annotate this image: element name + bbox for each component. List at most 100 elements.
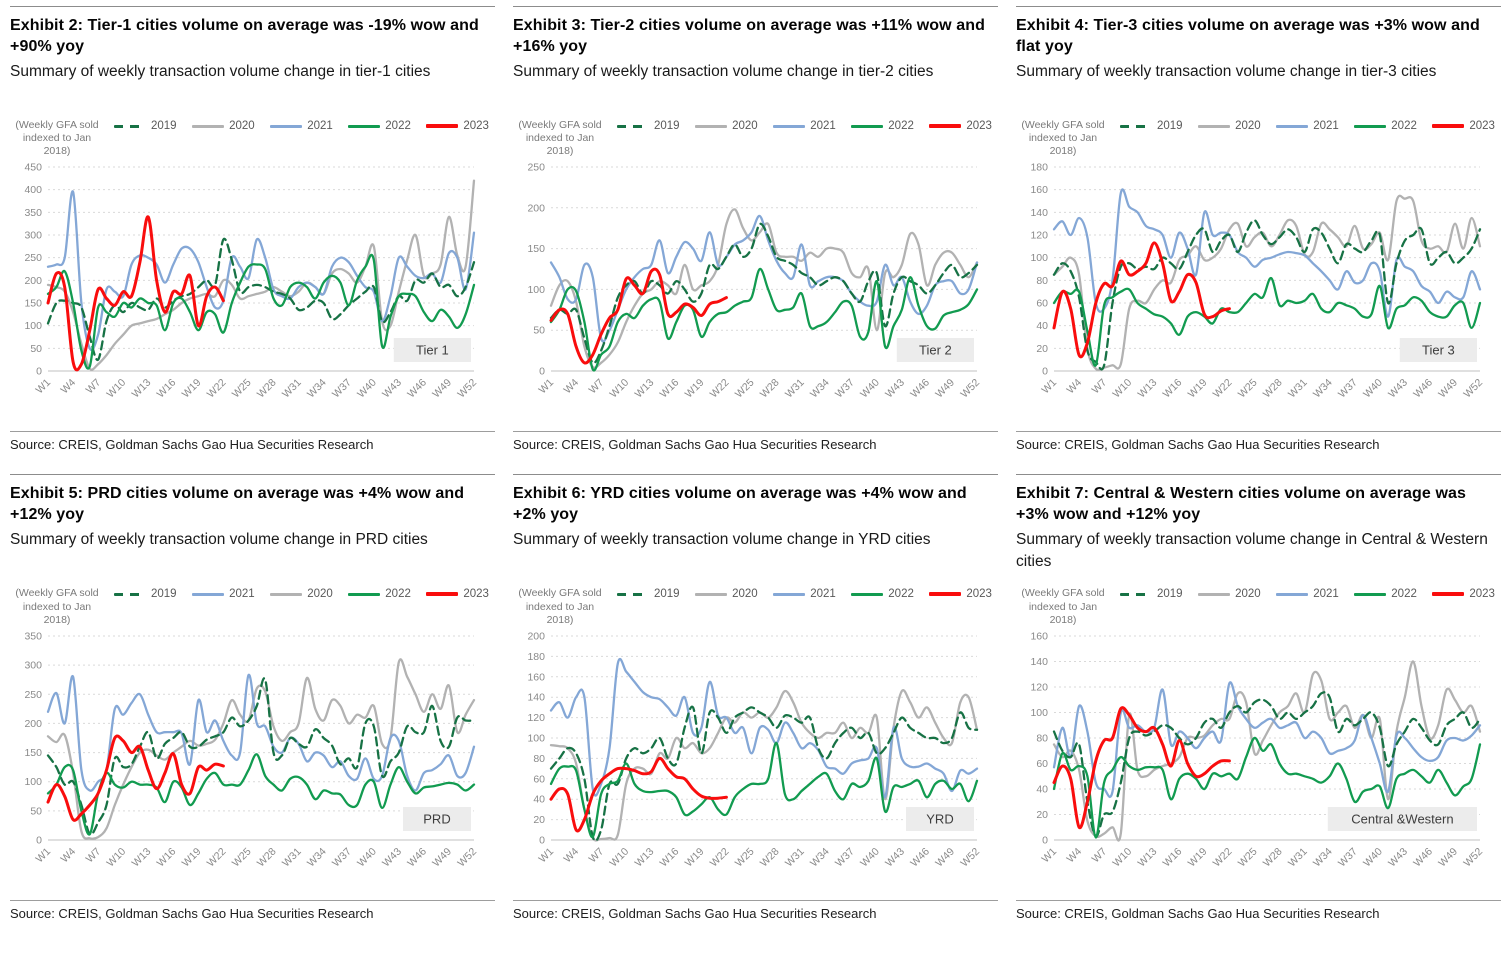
svg-text:W1: W1: [33, 845, 53, 865]
svg-text:W16: W16: [155, 845, 179, 869]
svg-text:150: 150: [24, 298, 42, 310]
svg-text:W46: W46: [405, 845, 429, 869]
svg-text:W7: W7: [1090, 845, 1110, 865]
legend-label: 2022: [888, 120, 914, 132]
svg-text:160: 160: [1030, 630, 1048, 642]
exhibit-subtitle: Summary of weekly transaction volume cha…: [10, 531, 428, 549]
svg-text:W25: W25: [733, 845, 757, 869]
legend-swatch-2019: [1120, 592, 1152, 596]
legend-swatch-2019: [617, 124, 649, 128]
svg-text:W22: W22: [1211, 377, 1235, 401]
svg-text:80: 80: [1036, 275, 1048, 287]
source-note: Source: CREIS, Goldman Sachs Gao Hua Sec…: [513, 905, 877, 921]
svg-text:200: 200: [527, 203, 545, 215]
svg-text:W52: W52: [455, 377, 479, 401]
svg-text:20: 20: [1036, 809, 1048, 821]
divider: [1016, 899, 1501, 901]
svg-text:100: 100: [527, 284, 545, 296]
svg-text:W49: W49: [1436, 377, 1460, 401]
svg-text:W1: W1: [33, 377, 53, 397]
divider: [513, 6, 998, 7]
exhibit-title: Exhibit 5: PRD cities volume on average …: [10, 485, 465, 524]
legend: 2019 2020 2021 2022 2023: [1110, 119, 1501, 132]
svg-text:W52: W52: [958, 845, 982, 869]
svg-text:W40: W40: [858, 377, 882, 401]
chart-header: (Weekly GFA sold indexed to Jan 2018) 20…: [1016, 587, 1501, 626]
legend-item-2023: 2023: [426, 120, 489, 132]
svg-text:W31: W31: [783, 377, 807, 401]
svg-text:W22: W22: [708, 845, 732, 869]
legend-swatch-2020: [270, 592, 303, 596]
legend-swatch-2022: [348, 592, 381, 596]
exhibit-title: Exhibit 7: Central & Western cities volu…: [1016, 485, 1466, 524]
svg-text:250: 250: [24, 689, 42, 701]
y-axis-unit-label: (Weekly GFA sold indexed to Jan 2018): [518, 587, 602, 626]
svg-text:W49: W49: [430, 377, 454, 401]
svg-text:W4: W4: [562, 377, 582, 397]
legend-swatch-2023: [1432, 592, 1465, 597]
svg-text:W31: W31: [280, 845, 304, 869]
svg-text:40: 40: [533, 793, 545, 805]
exhibit-7-panel: Exhibit 7: Central & Western cities volu…: [1016, 474, 1501, 921]
svg-text:W40: W40: [1361, 845, 1385, 869]
svg-text:W7: W7: [587, 845, 607, 865]
svg-text:W16: W16: [1161, 845, 1185, 869]
legend: 2019 2020 2021 2022 2023: [104, 119, 495, 132]
svg-text:200: 200: [527, 630, 545, 642]
svg-text:250: 250: [527, 162, 545, 174]
svg-text:W25: W25: [1236, 377, 1260, 401]
legend-item-2019: 2019: [114, 588, 177, 600]
svg-text:W13: W13: [130, 845, 154, 869]
legend-item-2021: 2021: [192, 588, 255, 600]
legend-label: 2023: [1469, 588, 1495, 601]
svg-text:W52: W52: [1461, 845, 1485, 869]
legend-swatch-2022: [851, 592, 884, 596]
svg-text:W10: W10: [608, 377, 632, 401]
svg-text:W19: W19: [180, 845, 204, 869]
legend-label: 2021: [810, 120, 836, 132]
svg-text:250: 250: [24, 253, 42, 265]
svg-text:0: 0: [1042, 366, 1048, 378]
divider: [10, 899, 495, 901]
legend-item-2022: 2022: [851, 120, 914, 132]
svg-text:W7: W7: [84, 377, 104, 397]
legend-swatch-2021: [1276, 124, 1309, 128]
svg-text:W34: W34: [305, 377, 329, 401]
y-axis-unit-label: (Weekly GFA sold indexed to Jan 2018): [1021, 119, 1105, 158]
svg-text:0: 0: [539, 834, 545, 846]
svg-text:100: 100: [527, 732, 545, 744]
svg-text:80: 80: [1036, 732, 1048, 744]
svg-text:W22: W22: [205, 377, 229, 401]
legend-label: 2020: [1235, 120, 1261, 132]
svg-text:W10: W10: [105, 845, 129, 869]
legend-swatch-2021: [773, 124, 806, 128]
svg-text:W19: W19: [683, 845, 707, 869]
svg-text:W40: W40: [355, 377, 379, 401]
svg-text:0: 0: [539, 366, 545, 378]
exhibit-grid: Exhibit 2: Tier-1 cities volume on avera…: [10, 6, 1501, 921]
svg-text:W43: W43: [380, 845, 404, 869]
svg-text:W49: W49: [933, 377, 957, 401]
legend-swatch-2022: [1354, 592, 1387, 596]
svg-text:100: 100: [24, 776, 42, 788]
svg-text:W37: W37: [833, 845, 857, 869]
svg-text:W31: W31: [783, 845, 807, 869]
legend-label: 2019: [1157, 120, 1183, 132]
exhibit-subtitle: Summary of weekly transaction volume cha…: [513, 63, 934, 80]
divider: [10, 6, 495, 7]
svg-text:W40: W40: [1361, 377, 1385, 401]
svg-text:W25: W25: [1236, 845, 1260, 869]
svg-text:W25: W25: [230, 377, 254, 401]
svg-text:120: 120: [1030, 681, 1048, 693]
svg-text:W7: W7: [84, 845, 104, 865]
legend-item-2022: 2022: [348, 120, 411, 132]
svg-text:W22: W22: [708, 377, 732, 401]
legend-swatch-2021: [270, 124, 303, 128]
svg-text:Tier 3: Tier 3: [1422, 343, 1455, 358]
svg-text:Central &Western: Central &Western: [1351, 811, 1453, 826]
legend-swatch-2020: [1198, 124, 1231, 128]
svg-text:W13: W13: [633, 845, 657, 869]
legend-label: 2023: [966, 588, 992, 601]
